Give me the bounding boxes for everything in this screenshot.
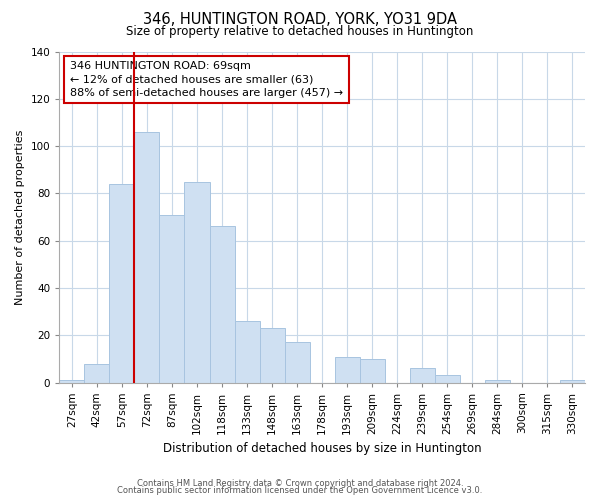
Bar <box>360 359 385 382</box>
Bar <box>335 356 360 382</box>
Text: 346, HUNTINGTON ROAD, YORK, YO31 9DA: 346, HUNTINGTON ROAD, YORK, YO31 9DA <box>143 12 457 28</box>
Bar <box>184 182 209 382</box>
Text: Contains HM Land Registry data © Crown copyright and database right 2024.: Contains HM Land Registry data © Crown c… <box>137 478 463 488</box>
Bar <box>85 364 109 382</box>
Bar <box>160 214 184 382</box>
Bar <box>485 380 510 382</box>
Bar <box>209 226 235 382</box>
Bar <box>410 368 435 382</box>
Y-axis label: Number of detached properties: Number of detached properties <box>15 130 25 304</box>
Text: Size of property relative to detached houses in Huntington: Size of property relative to detached ho… <box>127 25 473 38</box>
Bar <box>134 132 160 382</box>
Bar <box>109 184 134 382</box>
X-axis label: Distribution of detached houses by size in Huntington: Distribution of detached houses by size … <box>163 442 481 455</box>
Bar <box>560 380 585 382</box>
Bar <box>260 328 284 382</box>
Text: Contains public sector information licensed under the Open Government Licence v3: Contains public sector information licen… <box>118 486 482 495</box>
Bar <box>435 376 460 382</box>
Bar <box>59 380 85 382</box>
Bar <box>235 321 260 382</box>
Text: 346 HUNTINGTON ROAD: 69sqm
← 12% of detached houses are smaller (63)
88% of semi: 346 HUNTINGTON ROAD: 69sqm ← 12% of deta… <box>70 62 343 98</box>
Bar <box>284 342 310 382</box>
